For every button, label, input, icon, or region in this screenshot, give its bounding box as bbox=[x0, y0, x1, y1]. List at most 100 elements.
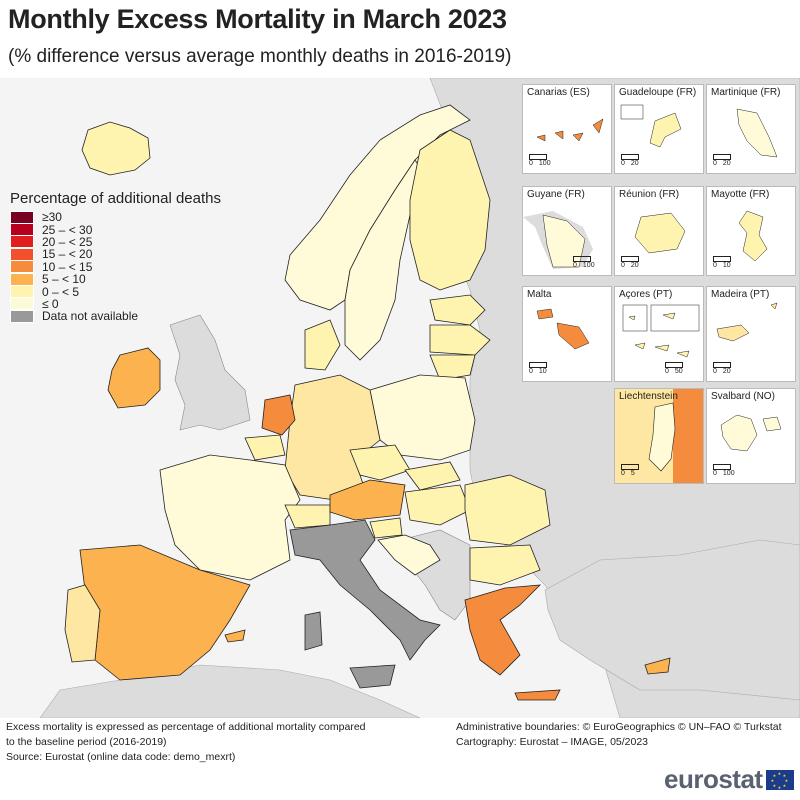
legend-item: ≥30 bbox=[10, 210, 221, 225]
legend-swatch bbox=[10, 309, 34, 323]
scalebar: 0 20 bbox=[621, 256, 645, 269]
region-ireland bbox=[107, 347, 161, 409]
note-line: Excess mortality is expressed as percent… bbox=[6, 721, 366, 733]
map-title: Monthly Excess Mortality in March 2023 bbox=[8, 4, 507, 34]
region-slovakia bbox=[404, 461, 461, 491]
legend-label: 15 – < 20 bbox=[42, 247, 93, 262]
legend-item: ≤ 0 bbox=[10, 296, 221, 311]
legend-swatch bbox=[10, 297, 34, 311]
legend-label: 20 – < 25 bbox=[42, 234, 93, 249]
legend-item: 0 – < 5 bbox=[10, 284, 221, 299]
legend-item: 10 – < 15 bbox=[10, 260, 221, 274]
legend-label: 25 – < 30 bbox=[42, 222, 93, 237]
region-sicily bbox=[349, 664, 396, 689]
scalebar: 0 20 bbox=[713, 362, 737, 375]
legend-swatch bbox=[10, 223, 34, 237]
legend-swatch bbox=[10, 272, 34, 286]
region-latvia bbox=[429, 324, 491, 356]
inset-label: Canarias (ES) bbox=[527, 87, 590, 98]
legend-label: 0 – < 5 bbox=[42, 284, 80, 299]
eurostat-logo: eurostat ★ ★ ★ ★ ★ ★ ★ ★ bbox=[664, 764, 794, 795]
inset-label: Mayotte (FR) bbox=[711, 189, 770, 200]
inset-label: Açores (PT) bbox=[619, 289, 673, 300]
region-hungary bbox=[404, 484, 471, 526]
region-czechia bbox=[349, 444, 411, 481]
inset-guyane: Guyane (FR) 0 100 bbox=[522, 186, 612, 276]
scalebar: 0 100 bbox=[529, 154, 557, 167]
legend-swatch bbox=[10, 260, 34, 274]
cartography-credit: Cartography: Eurostat – IMAGE, 05/2023 bbox=[456, 736, 649, 748]
inset-label: Malta bbox=[527, 289, 552, 300]
inset-label: Liechtenstein bbox=[619, 391, 678, 402]
inset-label: Guyane (FR) bbox=[527, 189, 585, 200]
region-balearic bbox=[224, 629, 246, 643]
region-greece bbox=[464, 584, 542, 676]
logo-text: eurostat bbox=[664, 764, 763, 794]
inset-label: Guadeloupe (FR) bbox=[619, 87, 697, 98]
legend-label: 5 – < 10 bbox=[42, 272, 86, 287]
legend-title: Percentage of additional deaths bbox=[10, 190, 221, 207]
inset-svalbard: Svalbard (NO) 0 100 bbox=[706, 388, 796, 484]
region-france bbox=[159, 454, 301, 581]
region-lithuania bbox=[429, 354, 476, 381]
inset-madeira: Madeira (PT) 0 20 bbox=[706, 286, 796, 382]
region-uk bbox=[169, 314, 251, 431]
legend-swatch bbox=[10, 247, 34, 261]
inset-acores: Açores (PT) 0 50 bbox=[614, 286, 704, 382]
inset-svalbard-map bbox=[720, 414, 782, 452]
inset-label: Réunion (FR) bbox=[619, 189, 680, 200]
legend-swatch bbox=[10, 210, 34, 224]
note-line: to the baseline period (2016-2019) bbox=[6, 736, 167, 748]
region-denmark bbox=[304, 319, 341, 371]
scalebar: 0 50 bbox=[665, 362, 689, 375]
inset-canarias: Canarias (ES) 0 100 bbox=[522, 84, 612, 174]
region-sardinia bbox=[304, 611, 323, 651]
region-crete bbox=[514, 689, 561, 701]
inset-label: Svalbard (NO) bbox=[711, 391, 775, 402]
scalebar: 0 20 bbox=[713, 154, 737, 167]
scalebar: 0 100 bbox=[713, 464, 741, 477]
legend-item: 15 – < 20 bbox=[10, 247, 221, 262]
eu-flag-icon: ★ ★ ★ ★ ★ ★ ★ ★ bbox=[765, 769, 794, 790]
inset-malta-map bbox=[536, 308, 590, 350]
region-slovenia bbox=[369, 517, 403, 539]
legend-swatch bbox=[10, 285, 34, 299]
legend-item: 20 – < 25 bbox=[10, 234, 221, 249]
inset-reunion-map bbox=[634, 212, 686, 254]
legend-item: 5 – < 10 bbox=[10, 272, 221, 287]
boundaries-credit: Administrative boundaries: © EuroGeograp… bbox=[456, 721, 782, 733]
region-romania bbox=[464, 474, 551, 546]
region-finland bbox=[409, 129, 491, 291]
inset-guadeloupe: Guadeloupe (FR) 0 20 bbox=[614, 84, 704, 174]
legend: Percentage of additional deaths ≥30 25 – … bbox=[10, 190, 221, 323]
region-iceland bbox=[81, 121, 151, 176]
legend-label: ≤ 0 bbox=[42, 296, 59, 311]
footer-credits: Administrative boundaries: © EuroGeograp… bbox=[456, 720, 782, 750]
inset-guyane-map bbox=[523, 211, 593, 269]
map-subtitle: (% difference versus average monthly dea… bbox=[8, 46, 512, 67]
inset-liechtenstein-map bbox=[648, 389, 703, 483]
scalebar: 0 100 bbox=[573, 256, 601, 269]
region-belgium bbox=[244, 434, 286, 461]
legend-item: Data not available bbox=[10, 309, 221, 323]
region-austria bbox=[329, 479, 406, 521]
inset-martinique-map bbox=[736, 108, 778, 158]
region-poland bbox=[369, 374, 476, 461]
source-line: Source: Eurostat (online data code: demo… bbox=[6, 751, 236, 763]
inset-mayotte: Mayotte (FR) 0 10 bbox=[706, 186, 796, 276]
inset-malta: Malta 0 10 bbox=[522, 286, 612, 382]
region-switzerland bbox=[284, 504, 331, 529]
scalebar: 0 10 bbox=[529, 362, 553, 375]
region-croatia bbox=[377, 534, 441, 576]
legend-swatch bbox=[10, 235, 34, 249]
inset-mayotte-map bbox=[738, 210, 768, 262]
inset-label: Martinique (FR) bbox=[711, 87, 781, 98]
legend-rows: ≥30 25 – < 30 20 – < 25 15 – < 20 10 – < 15 5… bbox=[10, 210, 221, 323]
inset-guadeloupe-map bbox=[620, 104, 682, 148]
inset-acores-map bbox=[622, 304, 700, 358]
inset-reunion: Réunion (FR) 0 20 bbox=[614, 186, 704, 276]
region-netherlands bbox=[261, 394, 296, 436]
region-turkey bbox=[544, 539, 800, 701]
legend-label: ≥30 bbox=[42, 210, 62, 225]
